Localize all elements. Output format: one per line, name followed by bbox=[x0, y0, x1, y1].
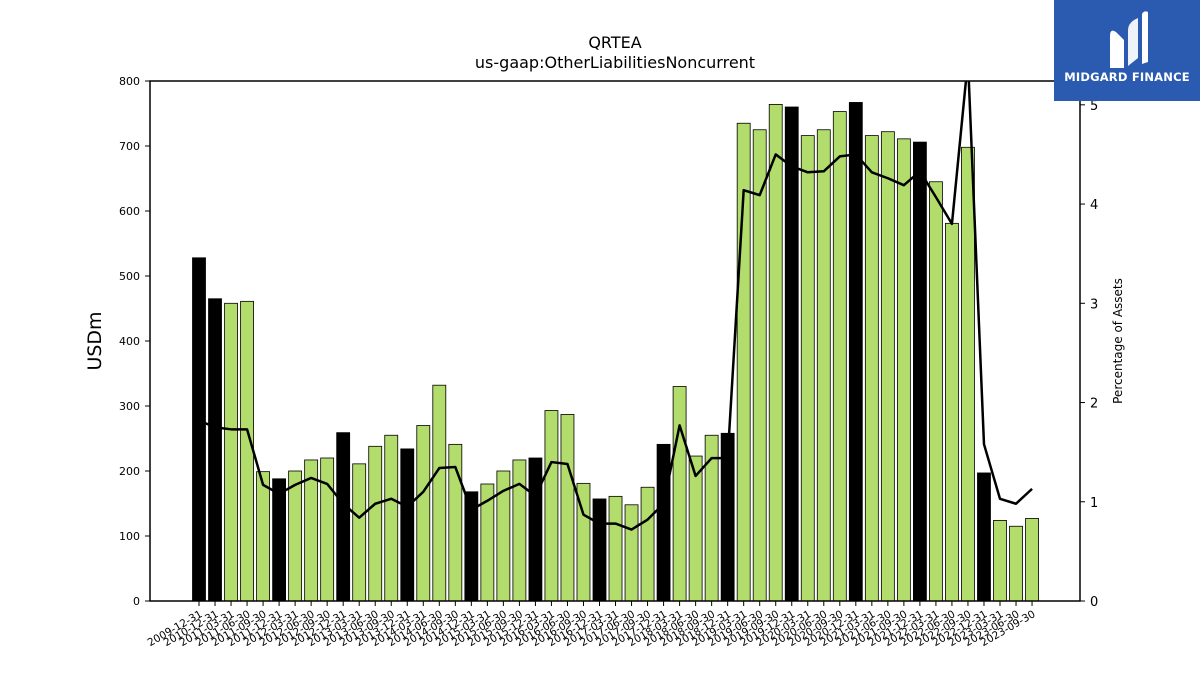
bar-2023-06-30 bbox=[1009, 525, 1023, 602]
logo-text: MIDGARD FINANCE bbox=[1064, 70, 1190, 84]
y-tick-label: 500 bbox=[119, 270, 140, 283]
bar-2018-06-30 bbox=[688, 455, 703, 602]
bar-2020-06-30 bbox=[816, 129, 831, 602]
bar-2022-09-30 bbox=[961, 146, 975, 602]
y-tick-label: 600 bbox=[119, 205, 140, 218]
bar-2013-12-31 bbox=[400, 448, 415, 602]
y-tick-label: 400 bbox=[119, 335, 140, 348]
y2-tick-label: 2 bbox=[1090, 397, 1098, 412]
bar-2011-12-31 bbox=[272, 478, 287, 602]
y-axis-right: 0 1 2 3 4 5 bbox=[1080, 99, 1098, 610]
bar-2017-12-31 bbox=[656, 443, 671, 602]
y2-axis-label: Percentage of Assets bbox=[1111, 278, 1125, 404]
percentage-line-group bbox=[198, 81, 1033, 531]
bar-2014-06-30 bbox=[432, 384, 447, 602]
bar-2013-06-30 bbox=[368, 445, 383, 602]
bar-2018-09-30 bbox=[704, 434, 719, 602]
bar-2011-09-30 bbox=[256, 471, 270, 602]
brand-logo: MIDGARD FINANCE bbox=[1054, 0, 1200, 101]
y2-tick-label: 3 bbox=[1090, 297, 1098, 312]
bar-2012-09-30 bbox=[320, 457, 335, 602]
percentage-of-assets-line bbox=[198, 81, 1033, 531]
bar-2015-12-31 bbox=[528, 457, 543, 602]
bar-2012-03-31 bbox=[288, 470, 303, 602]
y2-tick-label: 4 bbox=[1090, 198, 1098, 213]
bar-2021-06-30 bbox=[880, 131, 895, 602]
bar-2019-12-31 bbox=[784, 106, 799, 602]
bar-2016-12-31 bbox=[592, 498, 607, 602]
bar-2017-09-30 bbox=[640, 486, 655, 602]
bar-2022-06-30 bbox=[945, 222, 959, 602]
chart-title: QRTEA bbox=[588, 33, 641, 52]
bar-2019-09-30 bbox=[768, 104, 783, 602]
bar-2019-06-30 bbox=[752, 129, 767, 602]
bar-2021-09-30 bbox=[896, 138, 911, 602]
bar-2020-12-31 bbox=[848, 102, 863, 602]
y-tick-label: 0 bbox=[133, 595, 140, 608]
bar-2021-12-31 bbox=[913, 141, 927, 602]
bar-2010-12-31 bbox=[208, 298, 222, 602]
y-tick-label: 200 bbox=[119, 465, 140, 478]
y2-tick-label: 0 bbox=[1090, 595, 1098, 610]
y-axis-left: 0 100 200 300 400 500 600 700 800 bbox=[119, 75, 150, 608]
y2-tick-label: 1 bbox=[1090, 496, 1098, 511]
y-tick-label: 800 bbox=[119, 75, 140, 88]
y-tick-label: 100 bbox=[119, 530, 140, 543]
bar-2022-12-31 bbox=[977, 472, 991, 602]
y-tick-label: 300 bbox=[119, 400, 140, 413]
bar-2022-03-31 bbox=[929, 181, 943, 602]
bar-2020-03-31 bbox=[800, 135, 815, 602]
bar-2015-09-30 bbox=[512, 459, 527, 602]
bar-2018-03-31 bbox=[672, 386, 687, 602]
bar-2012-12-31 bbox=[336, 432, 351, 602]
bar-2011-06-30 bbox=[240, 300, 254, 602]
x-axis: 2009-12-312010-12-312011-03-312011-06-30… bbox=[146, 601, 1038, 649]
bar-2009-12-31 bbox=[192, 257, 206, 602]
y2-tick-label: 5 bbox=[1090, 99, 1098, 114]
bar-2021-03-31 bbox=[864, 135, 879, 602]
bar-2017-06-30 bbox=[624, 504, 639, 602]
bar-2016-06-30 bbox=[560, 414, 575, 602]
midgard-logo-icon bbox=[1110, 11, 1148, 69]
bar-2023-03-31 bbox=[993, 520, 1007, 602]
bar-2011-03-31 bbox=[224, 302, 238, 602]
bar-2014-03-31 bbox=[416, 425, 431, 602]
bar-2013-09-30 bbox=[384, 434, 399, 602]
bar-2013-03-31 bbox=[352, 463, 367, 602]
y-axis-label: USDm bbox=[84, 311, 106, 370]
bar-2017-03-31 bbox=[608, 495, 623, 602]
bar-2016-03-31 bbox=[544, 410, 559, 602]
y-tick-label: 700 bbox=[119, 140, 140, 153]
bar-2023-09-30 bbox=[1025, 518, 1039, 602]
chart-subtitle: us-gaap:OtherLiabilitiesNoncurrent bbox=[475, 53, 755, 72]
bar-2020-09-30 bbox=[832, 111, 847, 602]
